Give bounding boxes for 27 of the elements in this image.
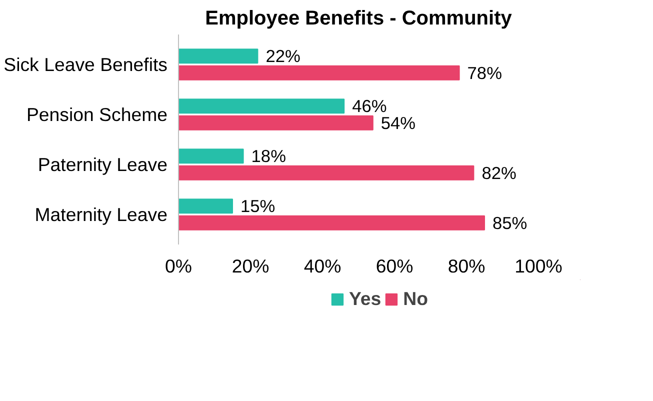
bar [178, 148, 244, 164]
x-tick-label: 40% [304, 256, 342, 276]
chart-title: Employee Benefits - Community [205, 8, 513, 30]
bar [178, 115, 374, 130]
y-tick-label: Maternity Leave [34, 204, 168, 225]
data-label: 22% [266, 46, 300, 66]
y-tick-label: Pension Scheme [26, 104, 168, 125]
x-tick-label: 100% [514, 256, 562, 276]
legend-label: Yes [348, 288, 382, 310]
x-tick-label: 60% [376, 256, 414, 276]
bar [178, 65, 460, 80]
x-tick-label: 80% [448, 256, 486, 276]
bar [178, 48, 258, 64]
data-label: 15% [240, 196, 276, 216]
bar [178, 215, 485, 230]
data-label: 78% [467, 62, 502, 83]
data-label: 82% [482, 162, 516, 183]
legend-label: No [403, 288, 428, 310]
x-tick-label: 0% [165, 256, 192, 276]
y-tick-label: Paternity Leave [38, 154, 168, 175]
x-tick-label: 20% [232, 256, 270, 276]
bar [178, 98, 345, 114]
bar [178, 198, 233, 214]
data-label: 85% [492, 212, 528, 233]
bar [178, 165, 474, 180]
data-label: 18% [251, 146, 286, 166]
y-tick-label: Sick Leave Benefits [4, 54, 168, 75]
